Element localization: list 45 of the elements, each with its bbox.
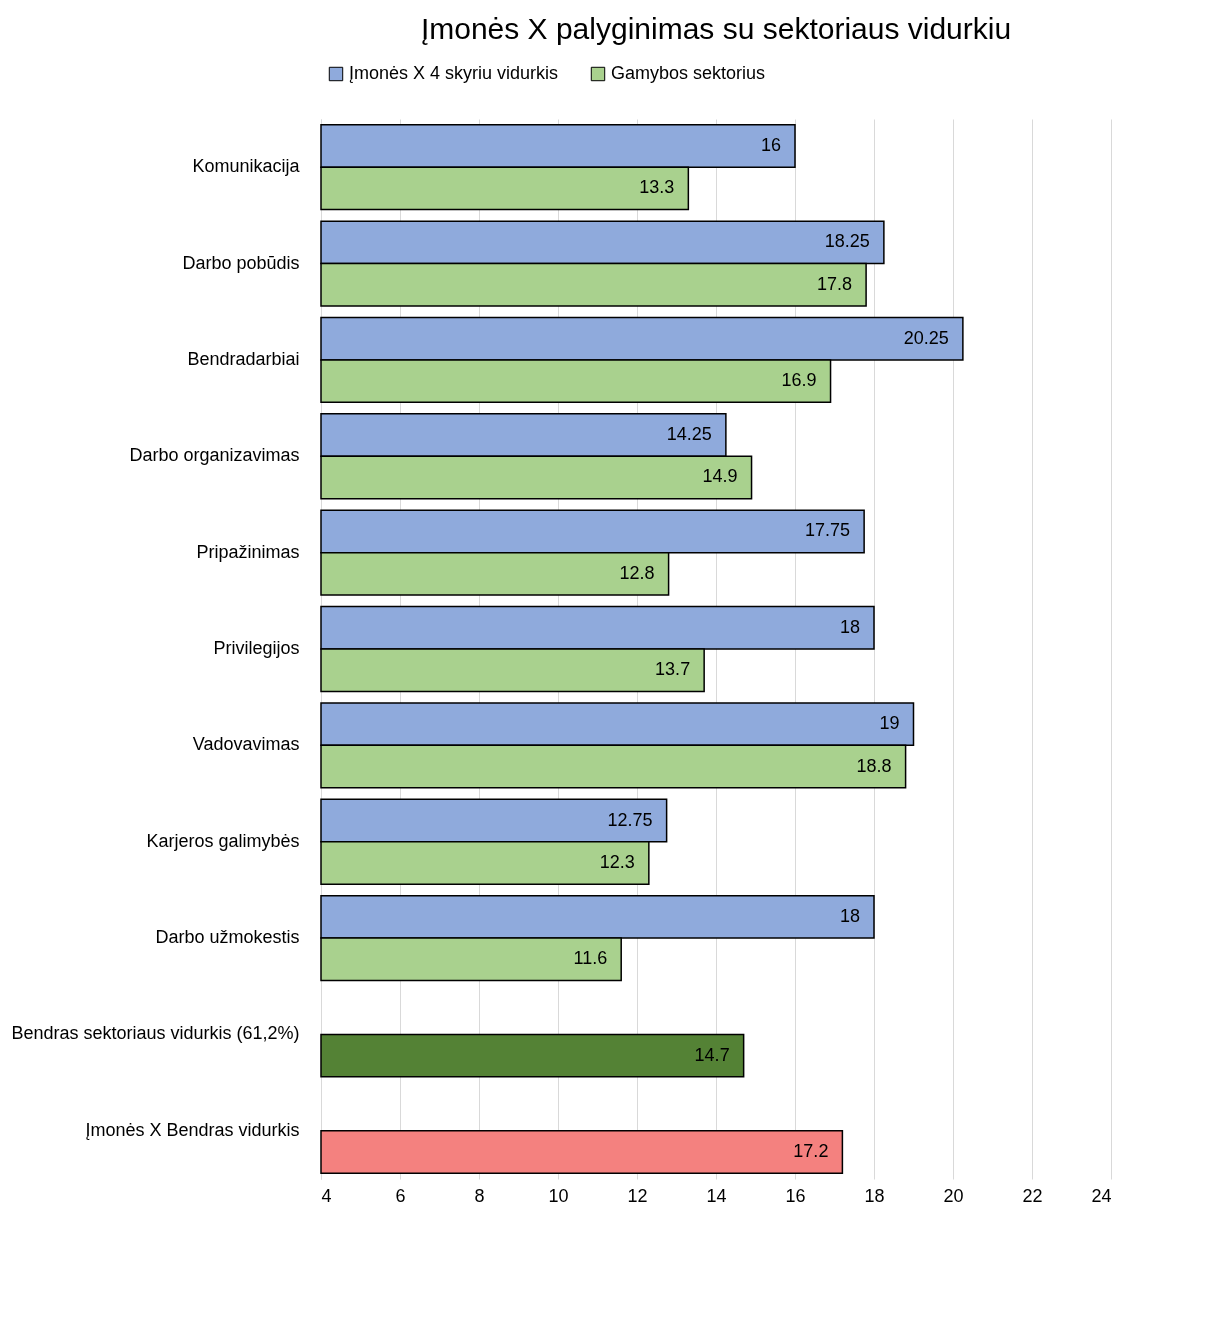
data-label: 16 [760,134,781,155]
legend-label: Įmonės X 4 skyriu vidurkis [349,63,559,83]
data-label: 18.25 [824,231,870,252]
y-tick-label: Darbo organizavimas [129,445,300,466]
data-label: 20.25 [903,327,949,348]
data-label: 14.25 [666,424,712,445]
y-tick-label: Karjeros galimybės [146,830,300,851]
data-label: 11.6 [573,948,608,969]
x-tick-label: 18 [864,1185,885,1206]
x-tick-label: 8 [474,1185,485,1206]
y-tick-label: Bendradarbiai [187,348,300,369]
data-label: 19 [879,713,900,734]
data-label: 14.9 [702,466,738,487]
y-tick-label: Bendras sektoriaus vidurkis (61,2%) [11,1023,300,1044]
y-tick-label: Komunikacija [192,156,301,177]
x-tick-label: 6 [395,1185,406,1206]
x-tick-label: 4 [321,1185,332,1206]
data-label: 17.8 [817,273,853,294]
data-label: 12.3 [599,851,635,872]
y-tick-label: Darbo pobūdis [182,252,300,273]
y-tick-label: Darbo užmokestis [155,927,300,948]
data-label: 17.75 [805,520,851,541]
y-tick-label: Pripažinimas [196,541,300,562]
x-tick-label: 14 [706,1185,727,1206]
y-tick-label: Įmonės X Bendras vidurkis [85,1119,300,1140]
data-label: 18 [839,616,860,637]
x-tick-label: 24 [1091,1185,1112,1206]
x-tick-label: 12 [627,1185,648,1206]
data-label: 14.7 [694,1044,730,1065]
data-label: 18.8 [856,755,892,776]
y-tick-label: Privilegijos [213,638,300,658]
data-label: 13.7 [655,659,691,680]
y-tick-label: Vadovavimas [192,734,300,755]
x-tick-label: 10 [548,1185,569,1206]
data-label: 18 [839,905,860,926]
x-tick-label: 16 [785,1185,806,1206]
data-label: 12.8 [619,562,655,583]
x-tick-label: 22 [1022,1185,1043,1206]
data-label: 13.3 [639,177,675,198]
data-label: 17.2 [793,1141,829,1162]
legend-label: Gamybos sektorius [611,63,766,83]
data-label: 16.9 [781,370,817,391]
x-tick-label: 20 [943,1185,964,1206]
data-label: 12.75 [607,809,653,830]
chart-title: Įmonės X palyginimas su sektoriaus vidurkiu [420,12,1012,45]
